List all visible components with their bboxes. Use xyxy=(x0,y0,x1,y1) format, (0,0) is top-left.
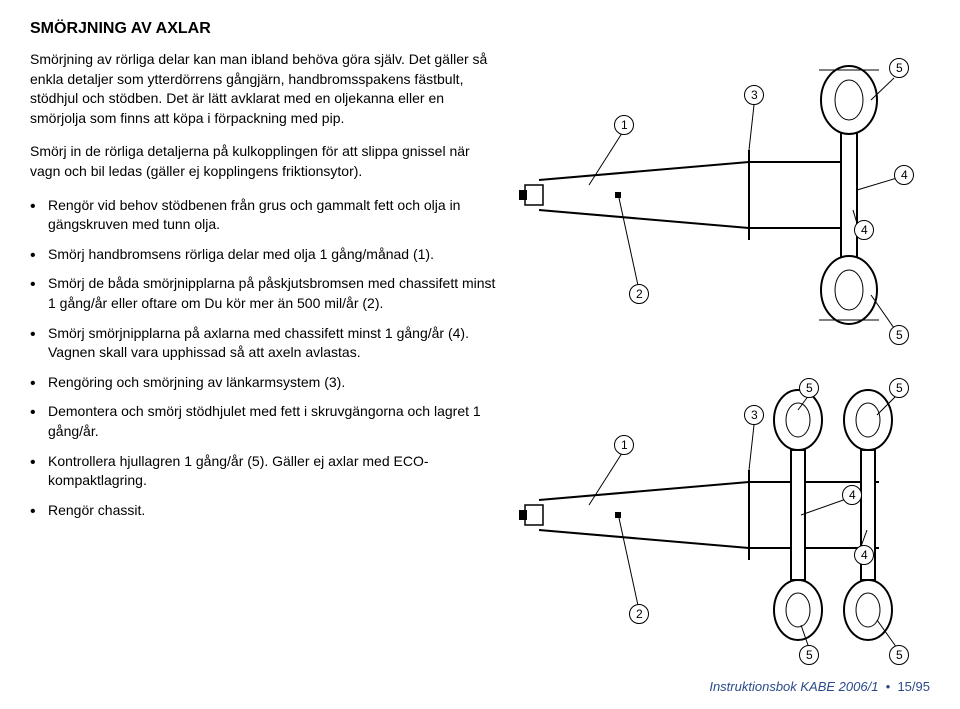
diagram-column: 1354425 xyxy=(519,50,930,690)
list-item: Demontera och smörj stödhjulet med fett … xyxy=(30,402,499,441)
bullet-list: Rengör vid behov stödbenen från grus och… xyxy=(30,196,499,521)
page-footer: Instruktionsbok KABE 2006/1 • 15/95 xyxy=(709,679,930,694)
chassis-svg-2 xyxy=(519,370,919,670)
diagram-tandem-axle: 553144255 xyxy=(519,370,919,670)
text-column: Smörjning av rörliga delar kan man iblan… xyxy=(30,50,499,690)
footer-book: Instruktionsbok KABE 2006/1 xyxy=(709,679,878,694)
list-item: Rengör chassit. xyxy=(30,501,499,521)
content-row: Smörjning av rörliga delar kan man iblan… xyxy=(30,50,930,690)
paragraph-2: Smörj in de rörliga detaljerna på kulkop… xyxy=(30,142,499,181)
list-item: Smörj handbromsens rörliga delar med olj… xyxy=(30,245,499,265)
footer-page: 15/95 xyxy=(897,679,930,694)
list-item: Smörj smörjnipplarna på axlarna med chas… xyxy=(30,324,499,363)
paragraph-1: Smörjning av rörliga delar kan man iblan… xyxy=(30,50,499,128)
list-item: Rengöring och smörjning av länkarmsystem… xyxy=(30,373,499,393)
chassis-svg-1 xyxy=(519,50,919,350)
wheel-top xyxy=(821,66,877,134)
list-item: Smörj de båda smörjnipplarna på påskjuts… xyxy=(30,274,499,313)
diagram-single-axle: 1354425 xyxy=(519,50,919,350)
list-item: Kontrollera hjullagren 1 gång/år (5). Gä… xyxy=(30,452,499,491)
section-title: SMÖRJNING AV AXLAR xyxy=(30,20,930,38)
wheel-bottom xyxy=(821,256,877,324)
list-item: Rengör vid behov stödbenen från grus och… xyxy=(30,196,499,235)
